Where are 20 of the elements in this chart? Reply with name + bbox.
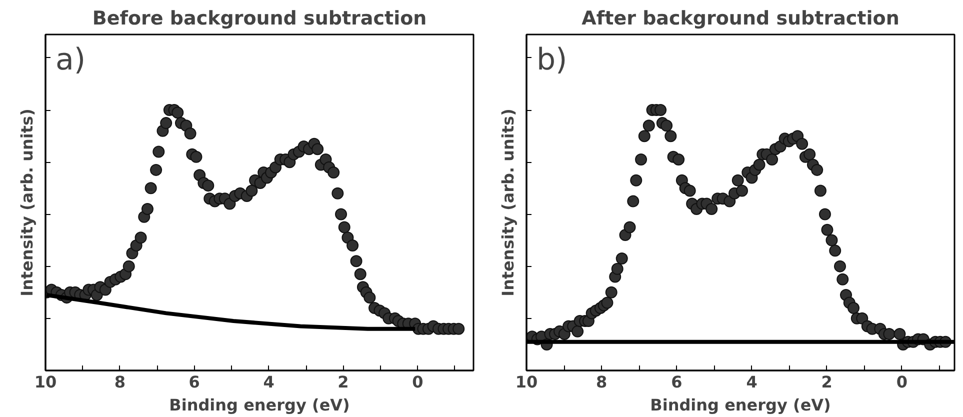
text: b) bbox=[536, 42, 568, 78]
x-tick-label: 8 bbox=[114, 372, 126, 392]
x-tick-label: 4 bbox=[263, 372, 274, 392]
x-tick-label: 8 bbox=[596, 372, 608, 392]
y-axis-title: Intensity (arb. units) bbox=[498, 108, 518, 296]
x-tick-label: 6 bbox=[671, 372, 682, 392]
y-axis-title: Intensity (arb. units) bbox=[18, 108, 36, 296]
x-tick-label: 10 bbox=[515, 372, 538, 392]
x-axis-title: Binding energy (eV) bbox=[169, 396, 350, 414]
x-tick-label: 10 bbox=[34, 372, 57, 392]
x-tick-label: 6 bbox=[188, 372, 200, 392]
x-tick-label: 0 bbox=[896, 372, 908, 392]
x-axis-title: Binding energy (eV) bbox=[650, 396, 831, 414]
x-tick-label: 2 bbox=[821, 372, 832, 392]
text: a) bbox=[56, 42, 86, 78]
chart-title: After background subtraction bbox=[582, 8, 900, 30]
x-tick-label: 0 bbox=[412, 372, 424, 392]
x-tick-label: 2 bbox=[338, 372, 349, 392]
chart-title: Before background subtraction bbox=[92, 8, 427, 30]
x-tick-label: 4 bbox=[746, 372, 758, 392]
